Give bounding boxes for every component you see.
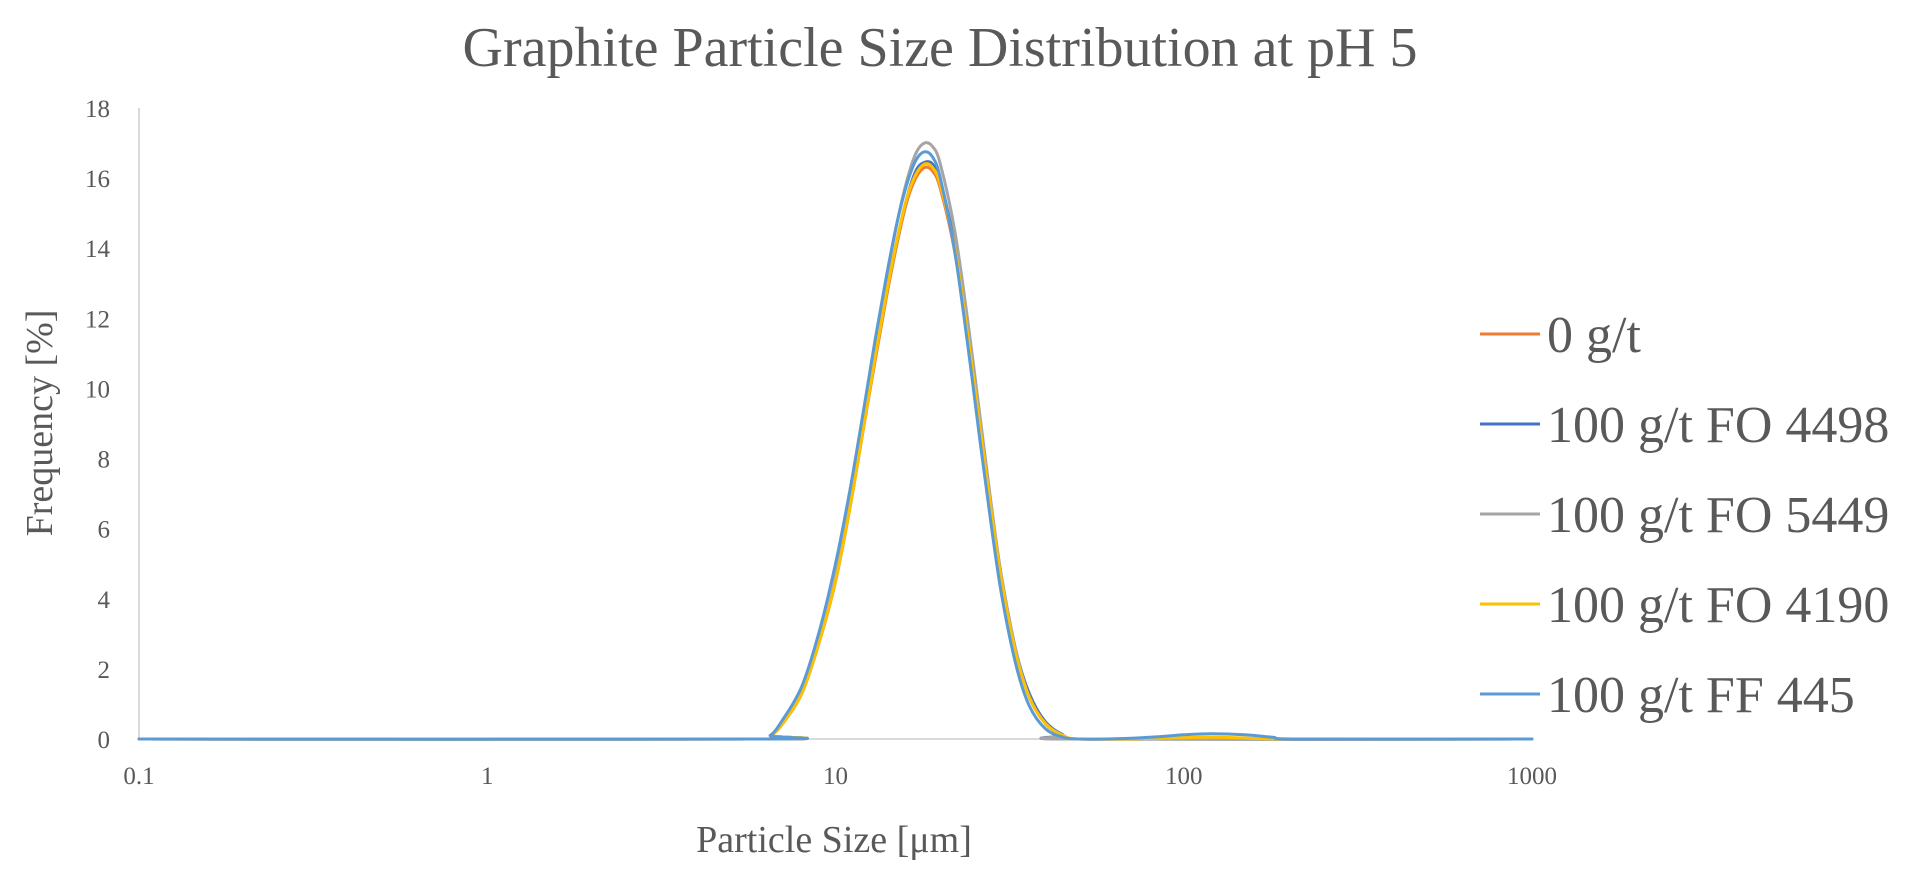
x-axis-title: Particle Size [μm] <box>696 819 972 861</box>
y-tick-label: 8 <box>98 447 111 474</box>
legend-entry: 100 g/t FO 4498 <box>1480 397 1889 454</box>
legend-entry: 0 g/t <box>1480 307 1641 364</box>
series-line-5 <box>137 150 1534 741</box>
x-tick-label: 1000 <box>1507 763 1557 790</box>
legend: 0 g/t 100 g/t FO 4498 100 g/t FO 5449 100 g… <box>1480 307 1889 724</box>
y-tick-labels: 0 2 4 6 8 10 12 14 16 18 <box>85 96 111 754</box>
series-line-3 <box>137 141 1534 741</box>
legend-label: 0 g/t <box>1547 307 1641 364</box>
series-line-4 <box>137 162 1534 741</box>
legend-entry: 100 g/t FO 5449 <box>1480 487 1889 544</box>
series-line-2 <box>137 160 1534 741</box>
legend-label: 100 g/t FO 4190 <box>1547 577 1889 634</box>
series-lines <box>137 141 1534 741</box>
legend-entry: 100 g/t FF 445 <box>1480 667 1855 724</box>
x-tick-labels: 0.1 1 10 100 1000 <box>123 763 1557 790</box>
x-tick-label: 1 <box>481 763 494 790</box>
y-tick-label: 16 <box>85 166 110 193</box>
y-tick-label: 6 <box>98 517 111 544</box>
y-axis-title: Frequency [%] <box>19 310 61 537</box>
series-line-1 <box>137 165 1534 741</box>
x-tick-label: 0.1 <box>123 763 154 790</box>
y-tick-label: 10 <box>85 376 110 403</box>
y-tick-label: 18 <box>85 96 110 123</box>
x-tick-label: 10 <box>823 763 848 790</box>
legend-label: 100 g/t FF 445 <box>1547 667 1855 724</box>
legend-label: 100 g/t FO 4498 <box>1547 397 1889 454</box>
y-tick-label: 4 <box>98 587 111 614</box>
y-tick-label: 12 <box>85 306 110 333</box>
y-tick-label: 2 <box>98 657 111 684</box>
legend-label: 100 g/t FO 5449 <box>1547 487 1889 544</box>
y-tick-label: 0 <box>98 727 111 754</box>
legend-entry: 100 g/t FO 4190 <box>1480 577 1889 634</box>
x-tick-label: 100 <box>1165 763 1203 790</box>
y-tick-label: 14 <box>85 236 111 263</box>
chart-title: Graphite Particle Size Distribution at p… <box>463 17 1418 79</box>
